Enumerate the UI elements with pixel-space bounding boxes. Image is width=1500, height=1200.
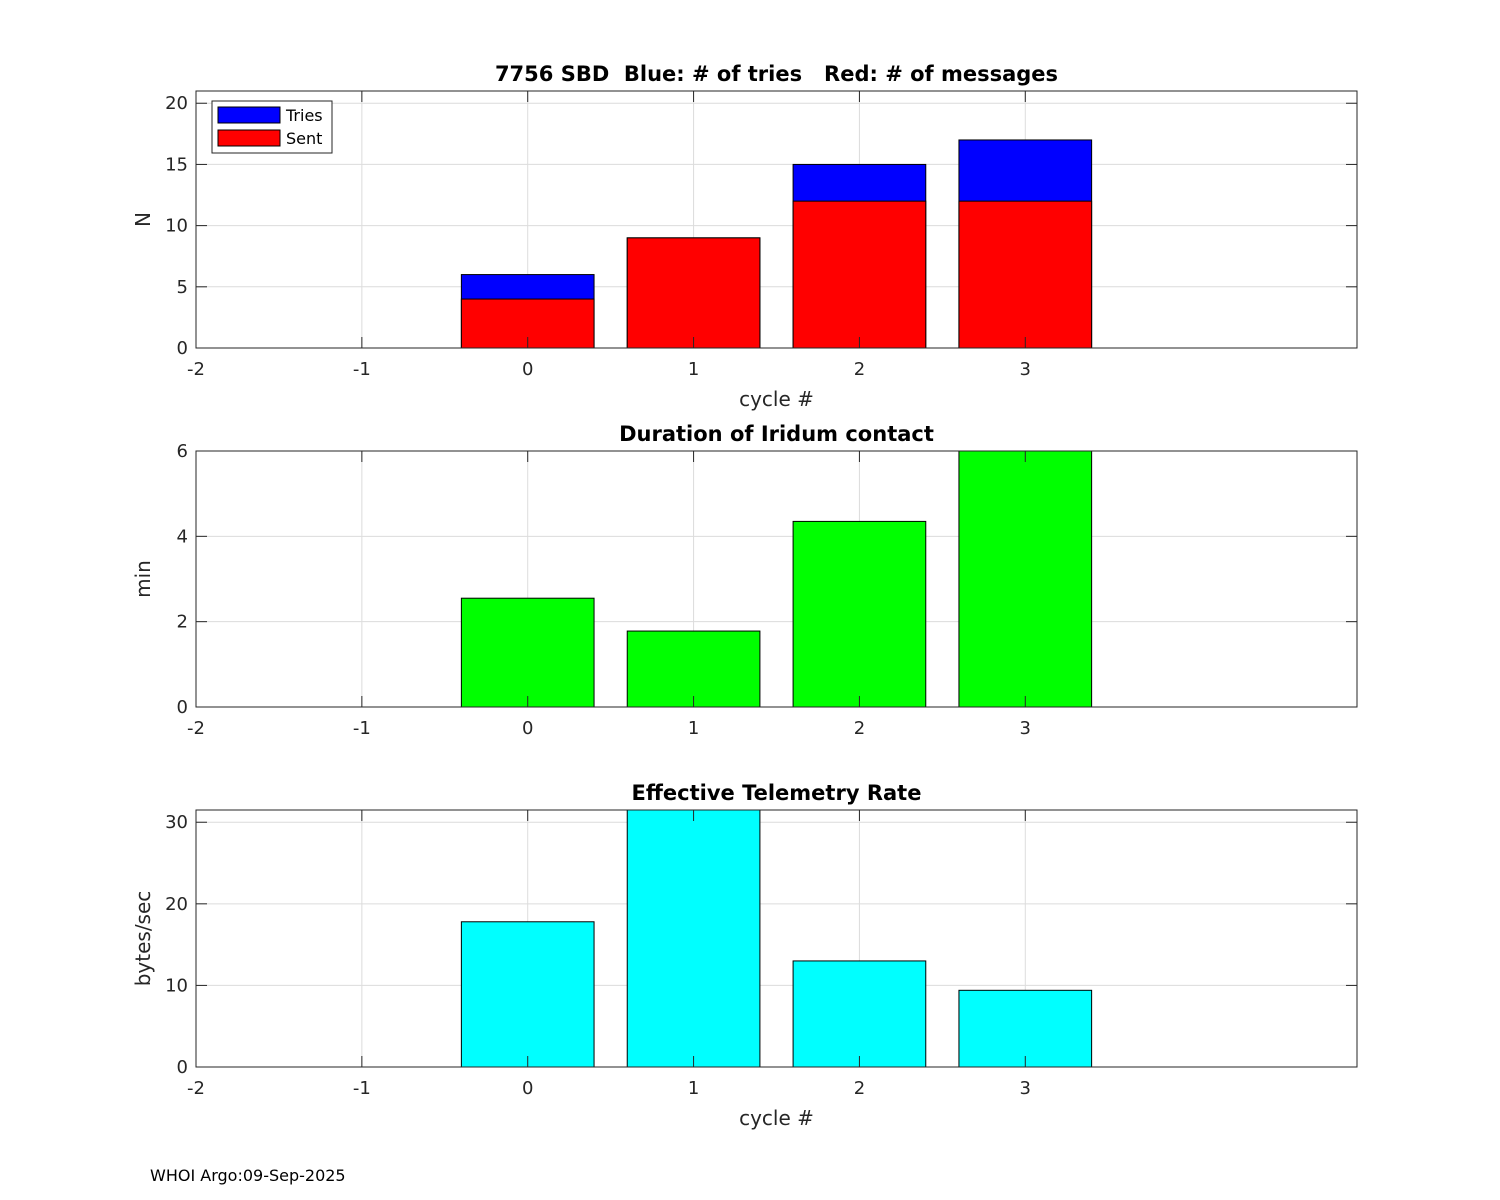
y-tick-label: 15 [165, 154, 188, 175]
y-tick-label: 20 [165, 894, 188, 915]
x-tick-label: 2 [854, 718, 865, 739]
series-1 [460, 450, 1093, 708]
series-1 [460, 809, 1093, 1068]
y-tick-label: 30 [165, 812, 188, 833]
x-tick-label: -1 [353, 1078, 371, 1099]
y-tick-label: 2 [177, 612, 188, 633]
y-tick-label: 0 [177, 1057, 188, 1078]
y-axis-label: min [131, 560, 155, 598]
x-tick-label: -1 [353, 359, 371, 380]
bar [792, 200, 927, 349]
bar [626, 809, 761, 1068]
axes-box [195, 90, 1358, 349]
y-tick-label: 5 [177, 277, 188, 298]
x-tick-label: 0 [522, 1078, 533, 1099]
plot-area [196, 91, 1357, 348]
legend: Tries Sent [211, 100, 333, 154]
chart-title: Duration of Iridum contact [619, 422, 934, 446]
axes-box [195, 809, 1358, 1068]
y-axis-label: bytes/sec [131, 891, 155, 987]
axes-box [195, 450, 1358, 708]
plot-area [196, 810, 1357, 1067]
x-tick-label: 1 [688, 718, 699, 739]
x-tick-label: 1 [688, 1078, 699, 1099]
x-tick-label: -2 [187, 359, 205, 380]
x-tick-label: 0 [522, 718, 533, 739]
x-tick-label: -2 [187, 1078, 205, 1099]
y-tick-label: 10 [165, 975, 188, 996]
legend-swatch [217, 129, 281, 147]
legend-label: Sent [286, 129, 322, 148]
y-tick-label: 20 [165, 93, 188, 114]
chart-title: Effective Telemetry Rate [632, 781, 922, 805]
bar [958, 450, 1093, 708]
x-tick-label: 2 [854, 1078, 865, 1099]
bar [792, 520, 927, 708]
bar [626, 237, 761, 349]
x-axis-label: cycle # [739, 387, 814, 411]
bar [460, 921, 595, 1068]
y-tick-label: 4 [177, 526, 188, 547]
plot-area [196, 451, 1357, 707]
legend-swatch [217, 106, 281, 124]
x-tick-label: 0 [522, 359, 533, 380]
chart-title: 7756 SBD Blue: # of tries Red: # of mess… [495, 62, 1058, 86]
y-tick-label: 0 [177, 697, 188, 718]
bar [626, 630, 761, 708]
legend-label: Tries [285, 106, 323, 125]
x-tick-label: 3 [1020, 1078, 1031, 1099]
bar [958, 200, 1093, 349]
bar [958, 989, 1093, 1068]
bar [792, 960, 927, 1068]
x-axis-label: cycle # [739, 1106, 814, 1130]
x-tick-label: -1 [353, 718, 371, 739]
x-tick-label: -2 [187, 718, 205, 739]
chart-panel-1: -2 -1 0 1 2 3 0 5 10 15 20 7756 SBD Blue: # of trie… [131, 62, 1358, 411]
x-tick-label: 1 [688, 359, 699, 380]
x-tick-label: 3 [1020, 718, 1031, 739]
y-axis-label: N [131, 212, 155, 227]
y-tick-label: 0 [177, 338, 188, 359]
chart-panel-2: -2 -1 0 1 2 3 0 2 4 6 Duration of Iridum contact mi… [131, 422, 1358, 739]
x-tick-label: 3 [1020, 359, 1031, 380]
x-tick-label: 2 [854, 359, 865, 380]
y-tick-label: 6 [177, 441, 188, 462]
footer-stamp: WHOI Argo:09-Sep-2025 [150, 1166, 346, 1185]
bar [460, 597, 595, 708]
y-tick-label: 10 [165, 216, 188, 237]
